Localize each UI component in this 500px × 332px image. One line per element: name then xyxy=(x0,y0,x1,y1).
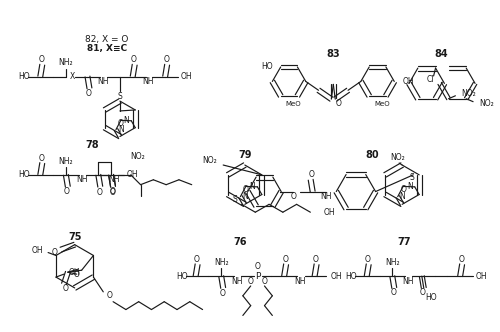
Text: NH: NH xyxy=(294,277,306,286)
Text: HO: HO xyxy=(18,72,30,81)
Text: NO₂: NO₂ xyxy=(479,99,494,108)
Text: O: O xyxy=(38,154,44,163)
Text: N: N xyxy=(118,125,124,134)
Text: HO: HO xyxy=(345,272,356,281)
Text: NH₂: NH₂ xyxy=(214,258,228,267)
Text: N: N xyxy=(250,182,256,191)
Text: O: O xyxy=(86,89,91,98)
Text: O: O xyxy=(109,188,115,197)
Text: S: S xyxy=(118,92,122,101)
Text: OH: OH xyxy=(402,77,414,86)
Text: NH: NH xyxy=(142,77,154,86)
Text: NH₂: NH₂ xyxy=(385,258,400,267)
Text: N: N xyxy=(407,182,412,191)
Text: 82, X = O: 82, X = O xyxy=(86,35,129,44)
Text: OH: OH xyxy=(323,208,335,217)
Text: 75: 75 xyxy=(68,232,82,242)
Text: 79: 79 xyxy=(238,150,252,160)
Text: N: N xyxy=(400,192,406,201)
Text: O: O xyxy=(400,185,406,194)
Text: O: O xyxy=(118,119,124,128)
Text: OH: OH xyxy=(181,72,192,81)
Text: OH: OH xyxy=(476,272,488,281)
Text: O: O xyxy=(291,192,297,201)
Text: HO: HO xyxy=(261,62,273,71)
Text: O: O xyxy=(163,55,169,64)
Text: NO₂: NO₂ xyxy=(130,152,144,161)
Text: 81, X≡C: 81, X≡C xyxy=(87,44,127,53)
Text: 78: 78 xyxy=(86,140,99,150)
Text: O: O xyxy=(254,262,260,271)
Text: O: O xyxy=(131,55,136,64)
Text: O: O xyxy=(63,285,69,293)
Text: O: O xyxy=(96,188,102,197)
Text: O: O xyxy=(336,99,341,108)
Text: NH: NH xyxy=(76,175,88,184)
Text: MeO: MeO xyxy=(374,101,390,107)
Text: O: O xyxy=(194,255,200,264)
Text: NH₂: NH₂ xyxy=(58,157,73,166)
Text: O: O xyxy=(220,289,225,298)
Text: NO₂: NO₂ xyxy=(462,89,476,98)
Text: 83: 83 xyxy=(326,49,340,59)
Text: OH: OH xyxy=(330,272,342,281)
Text: OH: OH xyxy=(127,170,138,179)
Text: S: S xyxy=(232,195,237,204)
Text: NH: NH xyxy=(108,175,120,184)
Text: NH: NH xyxy=(402,277,414,286)
Text: Cl: Cl xyxy=(427,75,434,84)
Text: O: O xyxy=(420,288,426,297)
Text: S: S xyxy=(410,173,414,182)
Text: NH: NH xyxy=(98,77,109,86)
Text: N: N xyxy=(124,116,129,125)
Text: 77: 77 xyxy=(398,237,411,247)
Text: NO₂: NO₂ xyxy=(202,156,218,165)
Text: O: O xyxy=(248,277,254,286)
Text: HO: HO xyxy=(176,272,188,281)
Text: MeO: MeO xyxy=(286,101,301,107)
Text: O: O xyxy=(308,170,314,179)
Text: X: X xyxy=(70,72,75,81)
Text: O: O xyxy=(51,248,57,257)
Text: O: O xyxy=(312,255,318,264)
Text: O: O xyxy=(282,255,288,264)
Text: O: O xyxy=(243,185,248,194)
Text: NH: NH xyxy=(231,277,242,286)
Text: O: O xyxy=(64,187,70,196)
Text: NH: NH xyxy=(320,192,332,201)
Text: 76: 76 xyxy=(233,237,246,247)
Text: O: O xyxy=(458,255,464,264)
Text: O: O xyxy=(106,291,112,300)
Text: O: O xyxy=(38,55,44,64)
Text: OH: OH xyxy=(69,268,80,277)
Text: P: P xyxy=(255,272,260,281)
Text: NH₂: NH₂ xyxy=(58,58,73,67)
Text: O: O xyxy=(365,255,370,264)
Text: NO₂: NO₂ xyxy=(390,153,404,162)
Text: HO: HO xyxy=(426,293,438,302)
Text: O: O xyxy=(74,270,80,279)
Text: 80: 80 xyxy=(366,150,380,160)
Text: HO: HO xyxy=(18,170,30,179)
Text: N: N xyxy=(242,192,248,201)
Text: O: O xyxy=(390,288,396,297)
Text: OH: OH xyxy=(32,246,43,255)
Text: 84: 84 xyxy=(434,49,448,59)
Text: O: O xyxy=(109,187,115,196)
Text: O: O xyxy=(262,277,268,286)
